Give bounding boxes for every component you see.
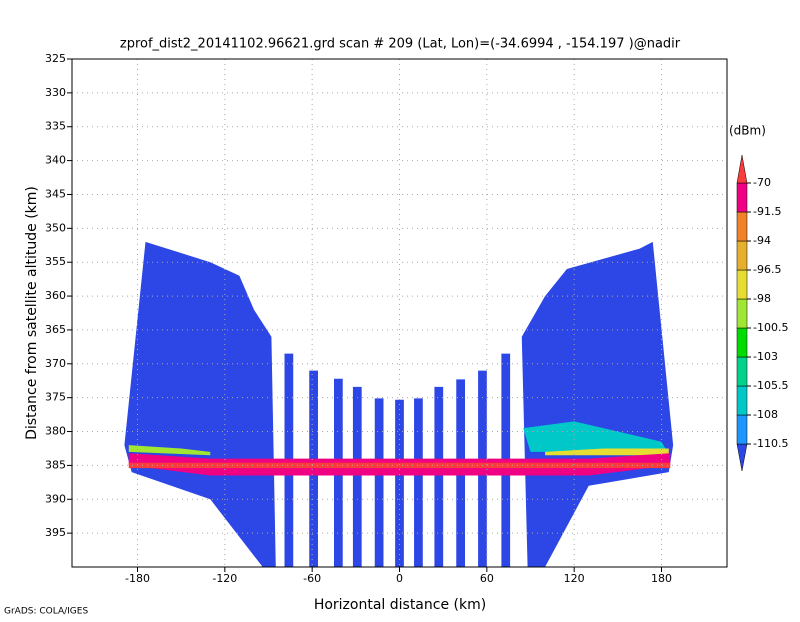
y-tick-label: 350 <box>45 221 66 234</box>
colorbar-tick-label: -94 <box>753 234 771 247</box>
field-region <box>545 448 669 456</box>
field-region <box>395 399 404 567</box>
field-region <box>128 445 211 456</box>
field-region <box>128 462 671 469</box>
colorbar-tick-label: -105.5 <box>753 379 788 392</box>
y-tick-label: 355 <box>45 255 66 268</box>
y-tick-label: 360 <box>45 289 66 302</box>
field-region <box>521 241 674 567</box>
colorbar-cell <box>736 240 748 271</box>
x-axis-label: Horizontal distance (km) <box>314 597 486 613</box>
y-axis-label: Distance from satellite altitude (km) <box>24 186 40 440</box>
colorbar-tick-label: -91.5 <box>753 205 781 218</box>
colorbar-cell <box>736 298 748 329</box>
x-tick-label: -60 <box>303 572 321 585</box>
y-tick-label: 395 <box>45 526 66 539</box>
colorbar-cell <box>736 269 748 300</box>
plot-frame <box>71 58 728 568</box>
y-tick-label: 365 <box>45 323 66 336</box>
colorbar-tick-label: -110.5 <box>753 437 788 450</box>
x-tick-label: 60 <box>480 572 494 585</box>
colorbar-end <box>736 443 748 472</box>
field-region <box>124 241 276 567</box>
colorbar-tick-label: -70 <box>753 176 771 189</box>
field-region <box>434 386 444 567</box>
y-tick-label: 345 <box>45 187 66 200</box>
field-region <box>523 421 668 452</box>
x-tick-label: 180 <box>651 572 672 585</box>
colorbar-tick-label: -100.5 <box>753 321 788 334</box>
colorbar-cell <box>736 385 748 416</box>
colorbar-cell <box>736 182 748 213</box>
colorbar-cell <box>736 414 748 445</box>
field-region <box>374 398 384 567</box>
y-tick-label: 390 <box>45 492 66 505</box>
colorbar-tick-label: -103 <box>753 350 778 363</box>
x-tick-label: -120 <box>212 572 237 585</box>
y-tick-label: 340 <box>45 154 66 167</box>
colorbar-end <box>736 154 748 184</box>
footer: GrADS: COLA/IGES <box>4 607 88 617</box>
field-region <box>414 398 423 567</box>
y-tick-label: 380 <box>45 425 66 438</box>
y-tick-label: 385 <box>45 458 66 471</box>
colorbar-tick-label: -96.5 <box>753 263 781 276</box>
y-tick-label: 335 <box>45 120 66 133</box>
x-tick-label: 120 <box>564 572 585 585</box>
y-tick-label: 375 <box>45 391 66 404</box>
y-tick-label: 370 <box>45 357 66 370</box>
x-tick-label: -180 <box>125 572 150 585</box>
colorbar-label: (dBm) <box>729 124 766 138</box>
y-tick-label: 330 <box>45 86 66 99</box>
field-region <box>352 386 362 567</box>
y-tick-label: 325 <box>45 52 66 65</box>
x-tick-label: 0 <box>396 572 403 585</box>
chart-title: zprof_dist2_20141102.96621.grd scan # 20… <box>120 37 681 52</box>
colorbar-cell <box>736 356 748 387</box>
colorbar-tick-label: -98 <box>753 292 771 305</box>
colorbar-cell <box>736 211 748 242</box>
colorbar-cell <box>736 327 748 358</box>
colorbar-tick-label: -108 <box>753 408 778 421</box>
